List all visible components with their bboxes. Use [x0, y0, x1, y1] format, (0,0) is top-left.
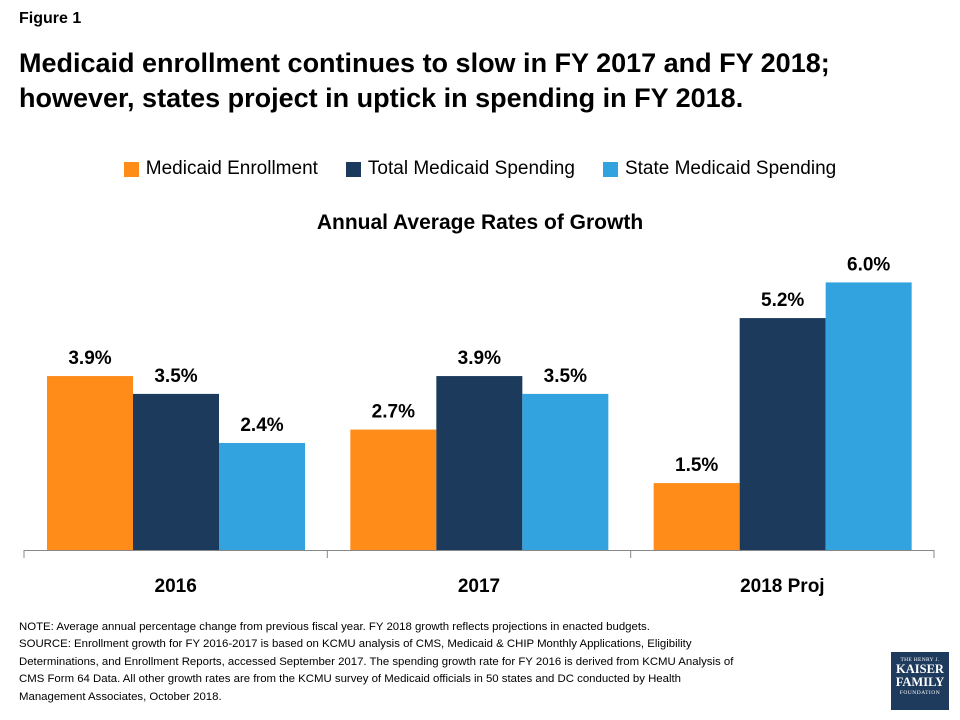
chart-title: Annual Average Rates of Growth — [316, 211, 644, 234]
source-line: SOURCE: Enrollment growth for FY 2016-20… — [19, 638, 692, 651]
data-label: 3.5% — [154, 366, 197, 387]
x-tick-label: 2017 — [458, 576, 500, 597]
page-title: Medicaid enrollment continues to slow in… — [19, 46, 939, 116]
legend-label-enrollment: Medicaid Enrollment — [145, 158, 318, 179]
bar — [436, 376, 523, 550]
legend-item-state-spending: State Medicaid Spending — [602, 158, 837, 180]
data-label: 6.0% — [847, 254, 890, 275]
data-label: 3.9% — [458, 348, 501, 369]
data-label: 3.5% — [544, 366, 587, 387]
logo-line: THE HENRY J. — [900, 657, 940, 663]
bar — [522, 393, 609, 550]
logo-line: KAISER — [896, 662, 944, 676]
bar — [219, 442, 305, 550]
source-line: CMS Form 64 Data. All other growth rates… — [19, 673, 682, 686]
data-label: 2.7% — [372, 402, 415, 423]
note-line: NOTE: Average annual percentage change f… — [19, 621, 650, 633]
bar — [653, 483, 740, 550]
bar — [47, 376, 133, 550]
legend-swatch-total-spending — [345, 161, 361, 177]
x-tick-label: 2018 Proj — [740, 576, 825, 597]
legend-label-state-spending: State Medicaid Spending — [624, 158, 837, 179]
kff-logo: THE HENRY J. KAISER FAMILY FOUNDATION — [891, 652, 949, 710]
legend-item-total-spending: Total Medicaid Spending — [345, 158, 575, 180]
legend-item-enrollment: Medicaid Enrollment — [123, 158, 318, 180]
source-line: Management Associates, October 2018. — [19, 690, 222, 703]
title-line-2: however, states project in uptick in spe… — [19, 83, 744, 113]
data-label: 3.9% — [68, 348, 111, 369]
legend-swatch-enrollment — [123, 161, 139, 177]
legend-swatch-state-spending — [602, 161, 618, 177]
bar — [825, 282, 912, 550]
title-line-1: Medicaid enrollment continues to slow in… — [19, 48, 830, 78]
bar — [350, 429, 437, 550]
bar — [133, 393, 219, 550]
logo-line: FAMILY — [895, 675, 945, 689]
bar — [739, 318, 826, 550]
footnotes: NOTE: Average annual percentage change f… — [19, 619, 869, 706]
data-label: 5.2% — [761, 290, 804, 311]
chart-legend: Medicaid Enrollment Total Medicaid Spend… — [0, 158, 960, 180]
x-tick-label: 2016 — [155, 576, 197, 597]
data-label: 1.5% — [675, 455, 718, 476]
figure-label: Figure 1 — [19, 10, 82, 27]
legend-label-total-spending: Total Medicaid Spending — [367, 158, 575, 179]
logo-line: FOUNDATION — [899, 690, 941, 696]
data-label: 2.4% — [240, 415, 283, 436]
source-line: Determinations, and Enrollment Reports, … — [19, 655, 734, 668]
